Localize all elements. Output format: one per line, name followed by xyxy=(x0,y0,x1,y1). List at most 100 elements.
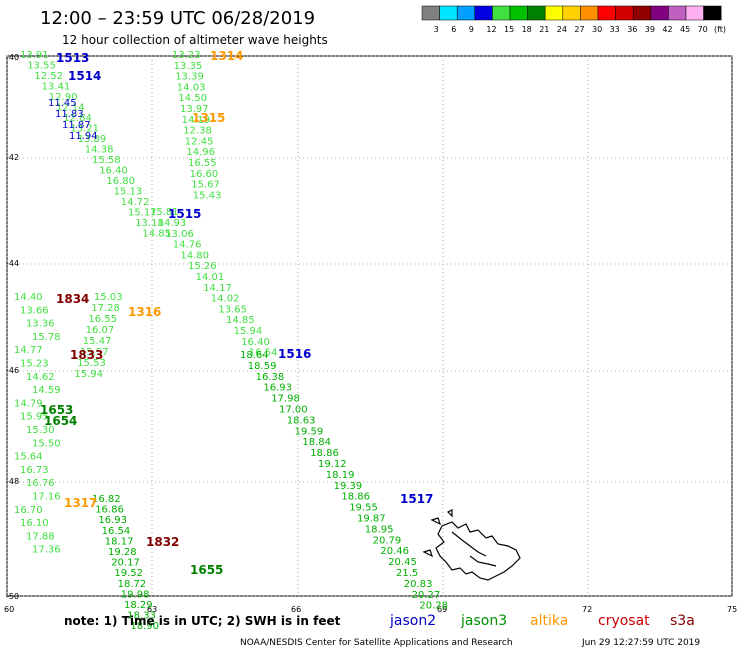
swh-value-label: 16.80 xyxy=(106,176,135,187)
colorbar-swatch xyxy=(474,5,493,21)
swh-value-label: 11.87 xyxy=(62,120,91,131)
pass-number-label: 1655 xyxy=(190,563,223,577)
swh-value-label: 16.55 xyxy=(88,314,117,325)
colorbar-swatch xyxy=(492,5,511,21)
colorbar-legend: 3 6 9 12 15 18 21 24 27 30 33 36 39 42 45 70 xyxy=(421,5,722,34)
swh-value-label: 20.46 xyxy=(380,546,409,557)
swh-value-label: 12.90 xyxy=(49,92,78,103)
swh-value-label: 20.17 xyxy=(111,558,140,569)
colorbar-swatch xyxy=(580,5,599,21)
swh-value-label: 17.00 xyxy=(279,405,308,416)
lat-tick-label: -42 xyxy=(6,153,19,162)
pass-number-label: 1833 xyxy=(70,348,103,362)
pass-number-label: 1315 xyxy=(192,111,225,125)
swh-value-label: 18.59 xyxy=(248,361,277,372)
swh-value-label: 15.03 xyxy=(94,292,123,303)
swh-value-label: 13.55 xyxy=(27,61,56,72)
footer-note: note: 1) Time is in UTC; 2) SWH is in fe… xyxy=(64,614,341,628)
swh-value-label: 18.19 xyxy=(326,470,355,481)
map-frame xyxy=(6,55,733,597)
swh-value-label: 18.90 xyxy=(130,621,159,632)
swh-value-label: 14.03 xyxy=(177,82,206,93)
colorbar-label: 6 xyxy=(451,25,456,34)
swh-value-label: 16.93 xyxy=(98,515,127,526)
swh-value-label: 15.58 xyxy=(92,155,121,166)
swh-value-label: 15.13 xyxy=(114,187,143,198)
colorbar-label: 12 xyxy=(486,25,496,34)
lat-tick-label: -50 xyxy=(6,592,19,601)
swh-value-label: 14.85 xyxy=(226,315,255,326)
colorbar-swatch xyxy=(615,5,634,21)
swh-value-label: 14.62 xyxy=(26,372,55,383)
swh-value-label: 17.98 xyxy=(271,394,300,405)
swh-value-label: 14.79 xyxy=(14,398,43,409)
colorbar-label: 30 xyxy=(592,25,602,34)
swh-value-label: 16.60 xyxy=(190,169,219,180)
plot-border xyxy=(6,55,733,597)
swh-value-label: 19.12 xyxy=(318,459,347,470)
lat-tick-label: -48 xyxy=(6,477,19,486)
colorbar-label: 39 xyxy=(645,25,655,34)
swh-value-label: 18.17 xyxy=(105,536,134,547)
swh-value-label: 17.16 xyxy=(32,492,61,503)
satellite-cryosat: cryosat xyxy=(598,613,650,629)
swh-value-label: 13.21 xyxy=(70,124,99,135)
swh-value-label: 15.17 xyxy=(128,208,157,219)
swh-value-label: 16.82 xyxy=(92,494,121,505)
pass-number-label: 1317 xyxy=(64,496,97,510)
swh-value-label: 16.70 xyxy=(14,505,43,516)
swh-value-label: 12.14 xyxy=(56,103,85,114)
colorbar-swatch xyxy=(527,5,546,21)
swh-value-label: 14.50 xyxy=(178,93,207,104)
swh-value-label: 13.23 xyxy=(172,50,201,61)
swh-value-label: 15.43 xyxy=(193,190,222,201)
colorbar-swatch xyxy=(544,5,564,21)
swh-value-label: 12.52 xyxy=(34,71,63,82)
lon-tick-label: 60 xyxy=(4,605,14,614)
swh-value-label: 16.38 xyxy=(256,372,285,383)
colorbar-swatch xyxy=(685,5,704,21)
swh-value-label: 14.96 xyxy=(186,147,215,158)
swh-value-label: 15.94 xyxy=(74,369,103,380)
swh-value-label: 18.63 xyxy=(287,415,316,426)
pass-number-label: 1653 xyxy=(40,403,73,417)
lat-tick-label: -40 xyxy=(6,53,19,62)
colorbar-swatch xyxy=(562,5,581,21)
swh-value-label: 19.55 xyxy=(349,503,378,514)
swh-value-label: 18.84 xyxy=(302,437,331,448)
swh-value-label: 13.91 xyxy=(20,50,49,61)
swh-value-label: 16.07 xyxy=(86,325,115,336)
swh-value-label: 18.33 xyxy=(127,611,156,622)
swh-value-label: 15.50 xyxy=(32,438,61,449)
satellite-s3a: s3a xyxy=(670,613,695,629)
swh-value-label: 18.95 xyxy=(365,524,394,535)
colorbar-label: 70 xyxy=(698,25,708,34)
swh-value-label: 18.64 xyxy=(240,350,269,361)
swh-value-label: 15.30 xyxy=(26,425,55,436)
swh-value-label: 16.93 xyxy=(263,383,292,394)
colorbar-label: 24 xyxy=(557,25,567,34)
pass-number-label: 1834 xyxy=(56,292,89,306)
swh-value-label: 15.94 xyxy=(234,326,263,337)
swh-value-label: 12.38 xyxy=(183,126,212,137)
swh-value-label: 14.01 xyxy=(196,272,225,283)
swh-value-label: 15.57 xyxy=(80,347,109,358)
swh-value-label: 14.17 xyxy=(203,283,232,294)
swh-value-label: 16.40 xyxy=(241,337,270,348)
swh-value-label: 18.29 xyxy=(124,600,153,611)
swh-value-label: 19.87 xyxy=(357,514,386,525)
swh-value-label: 11.94 xyxy=(69,131,98,142)
colorbar-swatch xyxy=(509,5,528,21)
swh-value-label: 13.39 xyxy=(175,72,204,83)
swh-value-label: 20.79 xyxy=(373,535,402,546)
pass-labels: 1513 1514 1314 1315 1515 1834 1316 1516 1833 1654… xyxy=(40,49,433,577)
swh-value-label: 13.36 xyxy=(26,319,55,330)
lon-tick-label: 69 xyxy=(437,605,447,614)
swh-value-label: 13.41 xyxy=(42,82,71,93)
swh-value-label: 16.54 xyxy=(249,348,278,359)
lon-tick-label: 75 xyxy=(727,605,737,614)
swh-value-label: 12.84 xyxy=(63,113,92,124)
swh-value-label: 19.28 xyxy=(108,547,137,558)
swh-value-label: 14.19 xyxy=(182,115,211,126)
